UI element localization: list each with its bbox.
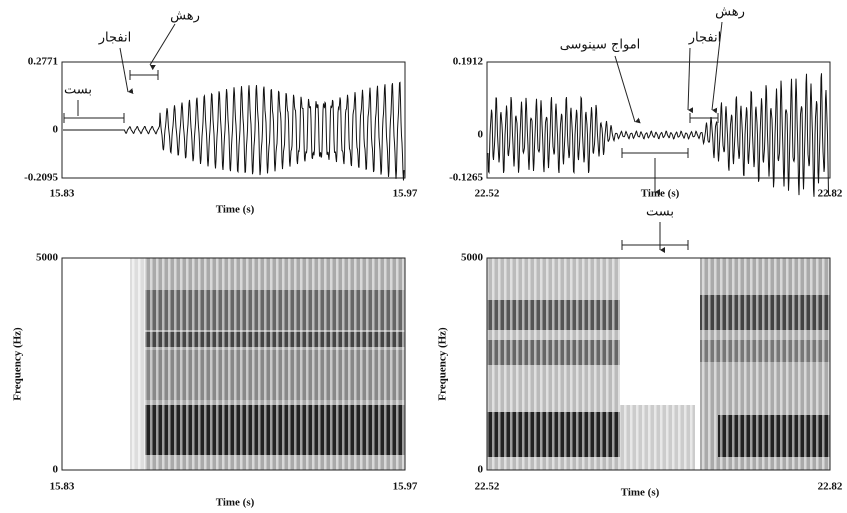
x-axis-label: Time (s)	[621, 487, 660, 499]
axes-frame	[61, 61, 406, 179]
y-tick-label: 0	[53, 464, 59, 476]
axes-frame	[61, 257, 406, 471]
annotation: انفجار	[688, 31, 721, 46]
y-axis-label: Frequency (Hz)	[12, 327, 24, 401]
bracket	[129, 70, 159, 80]
arrow	[614, 55, 641, 124]
axes-frame	[486, 61, 831, 179]
waveform	[487, 73, 830, 197]
x-axis-label: Time (s)	[641, 188, 680, 200]
x-tick-label: 22.82	[818, 481, 843, 493]
x-axis-label: Time (s)	[216, 497, 255, 509]
y-tick-label: 5000	[36, 252, 59, 264]
y-tick-label: 0.1912	[453, 56, 484, 68]
x-axis-label: Time (s)	[216, 204, 255, 216]
bracket	[689, 113, 719, 123]
bracket	[621, 240, 689, 250]
y-tick-label: 0	[478, 129, 484, 141]
annotation: رهش	[170, 9, 200, 24]
y-tick-label: 0.2771	[28, 56, 58, 68]
axes-frame	[486, 257, 831, 471]
waveforms	[63, 73, 830, 197]
x-tick-label: 15.97	[393, 188, 418, 200]
bracket	[63, 100, 125, 123]
y-tick-label: -0.2095	[24, 172, 58, 184]
y-axis-label: Frequency (Hz)	[437, 327, 449, 401]
y-tick-label: 0	[478, 464, 484, 476]
arrow	[149, 23, 176, 71]
x-tick-label: 22.82	[818, 188, 843, 200]
y-tick-label: 0	[53, 124, 59, 136]
x-tick-label: 15.97	[393, 481, 418, 493]
arrow	[119, 47, 134, 95]
waveform	[63, 81, 405, 181]
y-tick-label: 5000	[461, 252, 484, 264]
x-tick-label: 15.83	[50, 188, 75, 200]
annotation: بست	[64, 83, 92, 98]
annotation: رهش	[715, 5, 745, 20]
y-tick-label: -0.1265	[449, 172, 483, 184]
arrow	[711, 21, 723, 114]
x-tick-label: 22.52	[475, 188, 500, 200]
spectrogram-left	[130, 258, 405, 470]
annotation: امواج سینوسی	[560, 38, 641, 53]
annotation: انفجار	[98, 31, 131, 46]
x-tick-label: 22.52	[475, 481, 500, 493]
bracket	[621, 148, 689, 158]
annotation: بست	[646, 205, 674, 220]
arrow	[687, 47, 694, 114]
spectrogram-right	[487, 258, 830, 470]
x-tick-label: 15.83	[50, 481, 75, 493]
